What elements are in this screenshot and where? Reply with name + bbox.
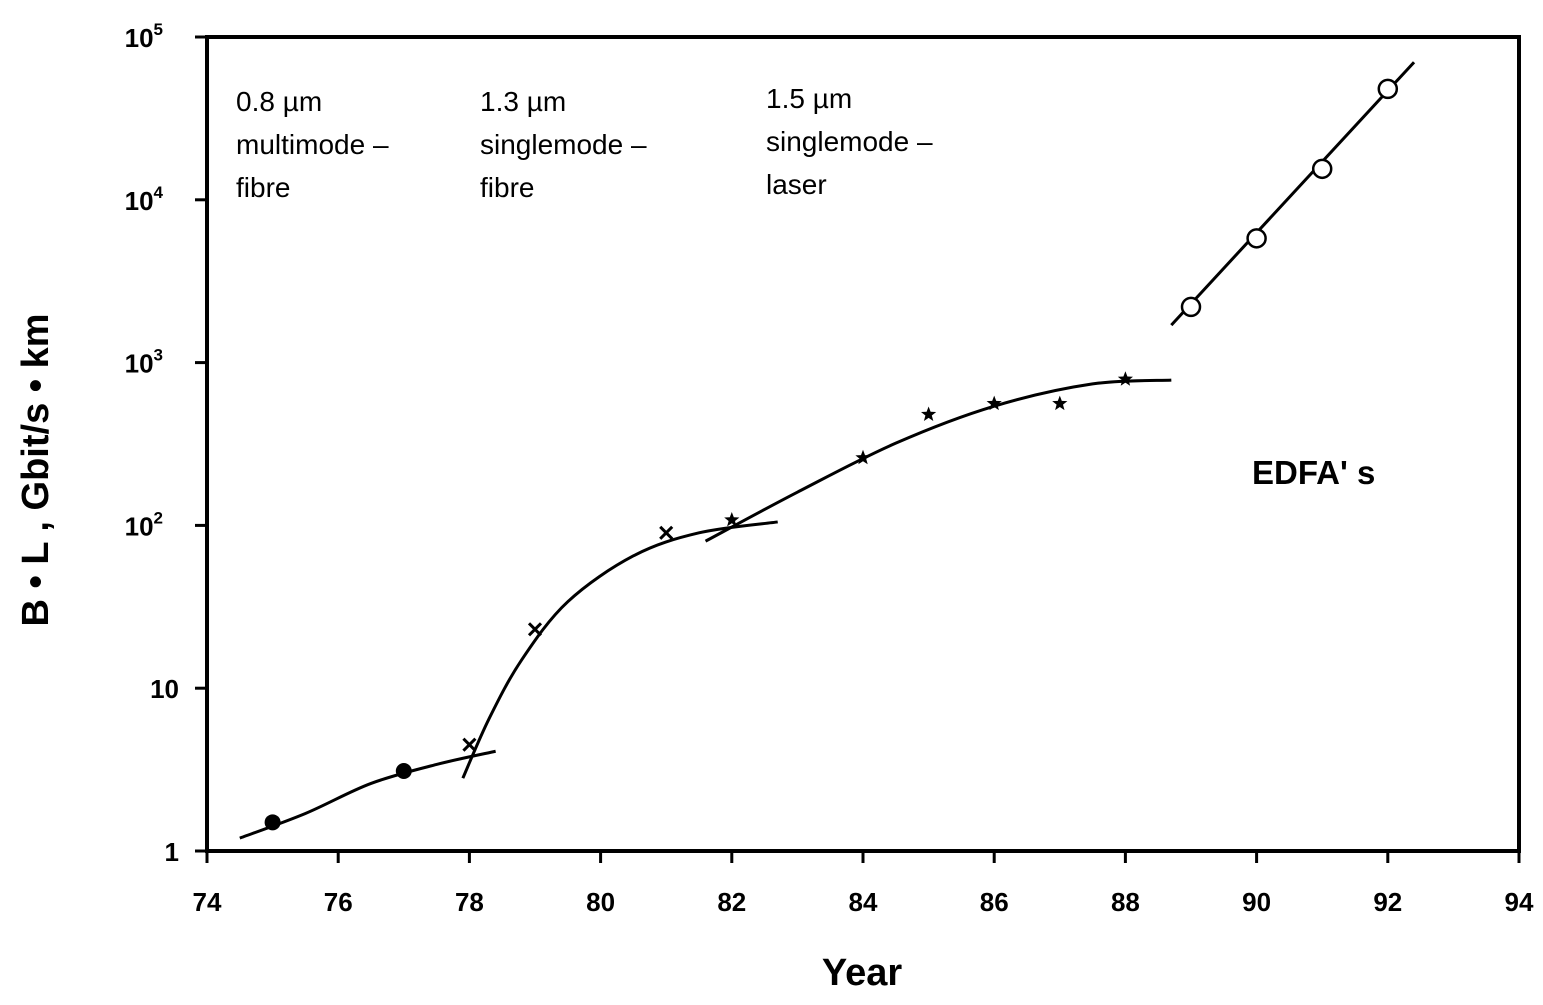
y-tick-label: 103: [125, 346, 163, 379]
x-tick-label: 74: [193, 887, 222, 917]
x-tick-label: 76: [324, 887, 353, 917]
x-tick-label: 78: [455, 887, 484, 917]
data-point: [855, 449, 871, 465]
data-point: [395, 763, 412, 780]
y-tick-label: 1: [165, 837, 179, 867]
axis-ticks: 74 76 78 80 82 84 86 88 90 92 94 1 10 102 103 104 105: [125, 20, 1534, 917]
x-tick-label: 92: [1373, 887, 1402, 917]
x-tick-label: 80: [586, 887, 615, 917]
annotation-singlemode-fibre: 1.3 µm singlemode – fibre: [480, 86, 654, 203]
trend-lines: [239, 61, 1416, 840]
data-point: [264, 814, 281, 831]
y-tick-label: 104: [125, 183, 164, 216]
trend-line-4: [1170, 61, 1416, 327]
data-point: [1052, 395, 1068, 411]
data-point: [462, 737, 477, 752]
annotation-singlemode-laser: 1.5 µm singlemode – laser: [766, 83, 940, 200]
x-tick-label: 86: [980, 887, 1009, 917]
data-point: [659, 525, 674, 540]
trend-line-1: [239, 749, 496, 840]
data-point: [1180, 296, 1202, 318]
y-tick-label: 10: [150, 674, 179, 704]
x-tick-label: 94: [1505, 887, 1534, 917]
x-tick-label: 84: [849, 887, 878, 917]
x-axis-title: Year: [822, 952, 903, 994]
data-point: [527, 622, 543, 637]
data-point: [921, 406, 937, 421]
data-point: [1246, 228, 1267, 249]
annotation-edfa: EDFA' s: [1252, 454, 1375, 491]
x-tick-label: 88: [1111, 887, 1140, 917]
y-axis-title: B • L , Gbit/s • km: [15, 313, 57, 626]
x-tick-label: 90: [1242, 887, 1271, 917]
y-tick-label: 102: [125, 508, 163, 541]
trend-line-2: [461, 520, 778, 779]
y-tick-label: 105: [125, 20, 163, 53]
data-point: [1117, 371, 1133, 386]
data-point: [986, 395, 1002, 411]
data-point: [1311, 158, 1333, 180]
annotation-multimode: 0.8 µm multimode – fibre: [236, 86, 396, 203]
data-markers: [264, 78, 1399, 831]
data-point: [1377, 78, 1399, 100]
x-tick-label: 82: [717, 887, 746, 917]
data-point: [724, 512, 740, 527]
trend-line-3: [704, 378, 1172, 543]
